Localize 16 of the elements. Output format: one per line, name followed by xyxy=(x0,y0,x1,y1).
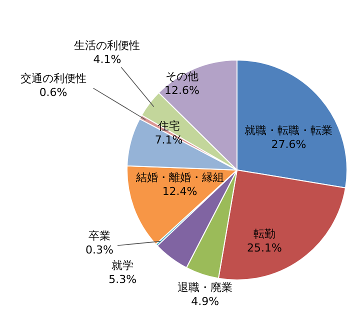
data-label: 5.3% xyxy=(108,273,137,286)
data-label: 12.6% xyxy=(164,84,200,97)
slice-label: 就職・転職・転業 xyxy=(244,124,333,137)
slice-label: 就学 xyxy=(112,259,134,272)
slice-label: その他 xyxy=(166,70,198,83)
data-label: 0.6% xyxy=(39,86,68,100)
slice-label: 交通の利便性 xyxy=(20,72,86,86)
slice-label: 卒業 xyxy=(88,230,110,242)
data-label: 4.9% xyxy=(191,295,220,308)
slice-label: 転勤 xyxy=(254,227,276,240)
data-label: 27.6% xyxy=(271,138,306,151)
slice-label: 退職・廃業 xyxy=(178,281,233,294)
data-label: 25.1% xyxy=(247,241,282,254)
data-label: 4.1% xyxy=(93,53,122,66)
slice-label: 生活の利便性 xyxy=(74,39,140,52)
data-label: 0.3% xyxy=(86,244,114,256)
